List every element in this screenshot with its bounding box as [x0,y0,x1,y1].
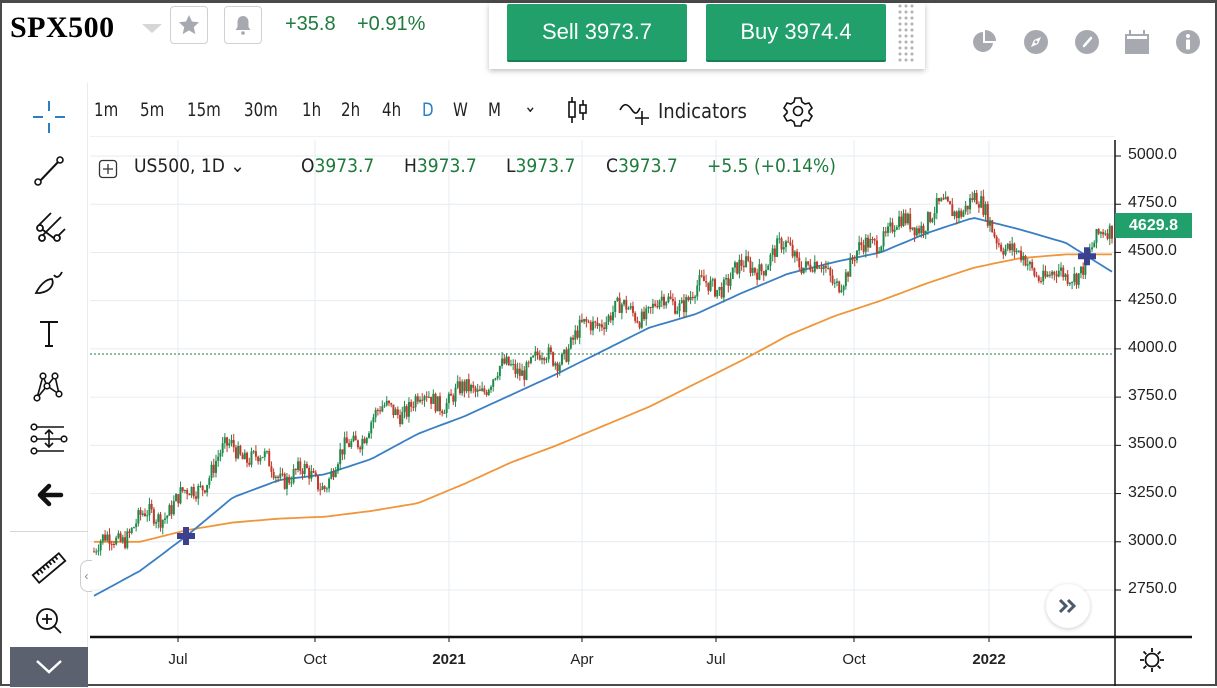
zoom-in-icon [36,608,62,634]
current-price-tag: 4629.8 [1115,213,1192,238]
trend-line-icon [34,156,64,186]
close-label: C [606,155,618,177]
top-bar: SPX500 +35.8 +0.91% Sell 3973.7 Buy 3974… [2,3,1215,73]
crosshair-icon [33,101,65,133]
price-tick-label: 4500.0 [1128,242,1177,260]
chart-toolbar: 1m 5m 15m 30m 1h 2h 4h D W M ⌄ Indicator… [90,87,1115,137]
time-tick-label: Jul [706,651,726,668]
trade-panel: Sell 3973.7 Buy 3974.4 [489,3,925,69]
time-tick-label: Jul [168,651,188,668]
alert-button[interactable] [224,6,262,44]
time-tick-label: 2022 [972,651,1006,668]
price-tick-label: 3500.0 [1128,435,1177,453]
star-icon [179,15,199,35]
brush-tool[interactable] [24,258,74,302]
calendar-icon[interactable] [1124,29,1150,55]
price-tick-label: 4000.0 [1128,338,1177,356]
ohlc-high: H3973.7 [404,155,477,177]
timeframe-5m[interactable]: 5m [140,99,165,121]
expand-legend-icon[interactable] [98,159,118,179]
open-label: O [301,155,315,177]
text-icon [40,321,58,347]
timeframe-1h[interactable]: 1h [302,99,322,121]
pitchfork-tool[interactable] [24,204,74,248]
time-tick-label: 2021 [432,651,466,668]
timeframe-w[interactable]: W [453,99,468,121]
time-tick-label: Oct [303,651,327,668]
pattern-tool[interactable] [24,364,74,408]
ohlc-close: C3973.7 [606,155,678,177]
high-value: 3973.7 [416,155,477,177]
more-timeframes-caret[interactable]: ⌄ [524,95,537,117]
sell-button[interactable]: Sell 3973.7 [507,4,687,62]
drag-handle[interactable] [897,3,915,63]
pie-chart-icon[interactable] [971,29,997,55]
compass-icon[interactable] [1023,29,1049,55]
price-tick-label: 5000.0 [1128,146,1177,163]
sidebar-more-button[interactable] [10,647,88,687]
symbol-title: SPX500 [10,11,115,44]
change-absolute: +35.8 [285,13,336,35]
close-value: 3973.7 [617,155,678,177]
timeframe-4h[interactable]: 4h [382,99,402,121]
price-tick-label: 3250.0 [1128,483,1177,501]
back-arrow-icon [37,483,64,507]
change-percent: +0.91% [357,13,426,35]
chart-type-candles-icon[interactable] [566,95,590,125]
open-value: 3973.7 [314,155,375,177]
crosshair-tool[interactable] [24,95,74,139]
measure-lines-icon [30,423,68,455]
timeframe-2h[interactable]: 2h [341,99,361,121]
indicators-icon [619,103,649,125]
ohlc-open: O3973.7 [301,155,374,177]
instrument-text: US500, 1D [134,155,225,177]
price-tick-label: 3750.0 [1128,387,1177,405]
time-tick-label: Apr [570,651,594,668]
pattern-icon [33,372,63,402]
ohlc-change: +5.5 (+0.14%) [707,155,836,177]
buy-button[interactable]: Buy 3974.4 [706,4,886,62]
low-label: L [506,155,516,177]
time-tick-label: Oct [842,651,866,668]
zoom-in-tool[interactable] [24,599,74,643]
collapse-sidebar-tab[interactable]: ‹ [80,560,92,592]
price-tick-label: 4750.0 [1128,194,1177,212]
favorite-button[interactable] [170,6,208,44]
sidebar-divider [10,531,88,532]
scroll-to-realtime-button[interactable] [1046,584,1090,628]
indicators-label: Indicators [658,99,747,123]
timeframe-1m[interactable]: 1m [94,99,119,121]
chevron-down-icon [36,660,62,674]
ruler-tool[interactable] [24,546,74,590]
instrument-label[interactable]: US500, 1D ⌄ [134,155,245,177]
low-value: 3973.7 [515,155,576,177]
high-label: H [404,155,417,177]
timeframe-15m[interactable]: 15m [187,99,221,121]
text-tool[interactable] [24,311,74,355]
trend-line-tool[interactable] [24,149,74,193]
chart-settings-gear-icon[interactable] [782,95,814,127]
axis-settings-sun-icon[interactable] [1139,647,1165,673]
gauge-icon[interactable] [1074,29,1100,55]
timeframe-m[interactable]: M [488,99,501,121]
timeframe-30m[interactable]: 30m [244,99,278,121]
measure-lines-tool[interactable] [24,417,74,461]
drawing-tools-sidebar [10,83,88,688]
indicators-button[interactable]: Indicators [618,93,758,129]
price-tick-label: 2750.0 [1128,580,1177,597]
timeframe-d[interactable]: D [422,99,434,121]
price-tick-label: 3000.0 [1128,531,1177,549]
ruler-icon [31,551,67,585]
info-icon[interactable] [1175,29,1201,55]
bell-icon [235,16,251,35]
price-chart[interactable] [2,3,1215,686]
double-chevron-right-icon [1058,598,1077,614]
pitchfork-icon [36,212,66,242]
brush-icon [34,271,63,294]
symbol-dropdown-caret-icon[interactable] [142,24,162,33]
ohlc-low: L3973.7 [506,155,575,177]
price-tick-label: 4250.0 [1128,290,1177,308]
back-button[interactable] [24,473,74,517]
